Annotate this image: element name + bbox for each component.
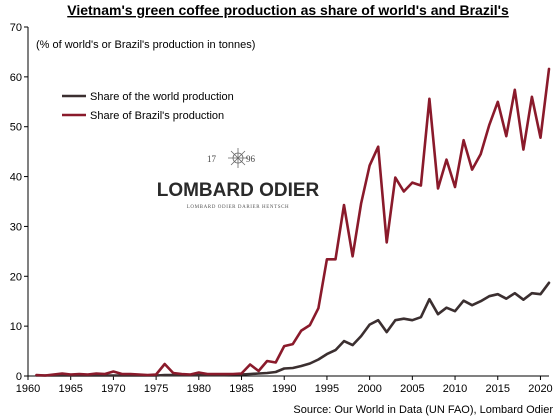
watermark-logo: 17 96 LOMBARD ODIER LOMBARD ODIER DARIER… [157, 148, 320, 210]
x-tick-label: 2000 [357, 383, 381, 395]
y-tick-label: 60 [10, 72, 22, 84]
y-tick-label: 50 [10, 122, 22, 134]
x-tick-label: 1970 [101, 383, 125, 395]
y-tick-label: 40 [10, 172, 22, 184]
y-tick-label: 30 [10, 221, 22, 233]
logo-year-right: 96 [246, 154, 256, 164]
legend-label: Share of Brazil's production [90, 110, 224, 122]
x-tick-label: 2005 [400, 383, 424, 395]
series-line-1 [35, 281, 551, 377]
x-tick-label: 1975 [144, 383, 168, 395]
logo-name: LOMBARD ODIER [157, 180, 320, 201]
legend-label: Share of the world production [90, 91, 234, 103]
series-layer [35, 67, 551, 377]
chart-subtitle: (% of world's or Brazil's production in … [36, 39, 255, 51]
x-axis: 1960 1965 1970 1975 1980 1985 1990 1995 2000 2005… [16, 375, 553, 395]
x-tick-label: 1965 [58, 383, 82, 395]
y-tick-label: 70 [10, 22, 22, 34]
x-tick-label: 2015 [486, 383, 510, 395]
y-tick-label: 10 [10, 321, 22, 333]
x-tick-label: 1985 [229, 383, 253, 395]
chart-title: Vietnam's green coffee production as sha… [67, 2, 509, 18]
series-line-2 [35, 67, 551, 377]
x-tick-label: 2020 [528, 383, 552, 395]
legend: Share of the world production Share of Br… [62, 91, 234, 122]
x-tick-label: 1980 [187, 383, 211, 395]
compass-icon [228, 148, 248, 168]
x-tick-label: 2010 [443, 383, 467, 395]
x-tick-label: 1995 [315, 383, 339, 395]
logo-year-left: 17 [207, 154, 217, 164]
x-tick-label: 1990 [272, 383, 296, 395]
logo-tagline: LOMBARD ODIER DARIER HENTSCH [187, 205, 290, 210]
chart-source: Source: Our World in Data (UN FAO), Lomb… [293, 404, 553, 416]
y-axis: 0 10 20 30 40 50 60 70 [10, 22, 29, 383]
x-tick-label: 1960 [16, 383, 40, 395]
y-tick-label: 20 [10, 271, 22, 283]
y-tick-label: 0 [16, 371, 22, 383]
